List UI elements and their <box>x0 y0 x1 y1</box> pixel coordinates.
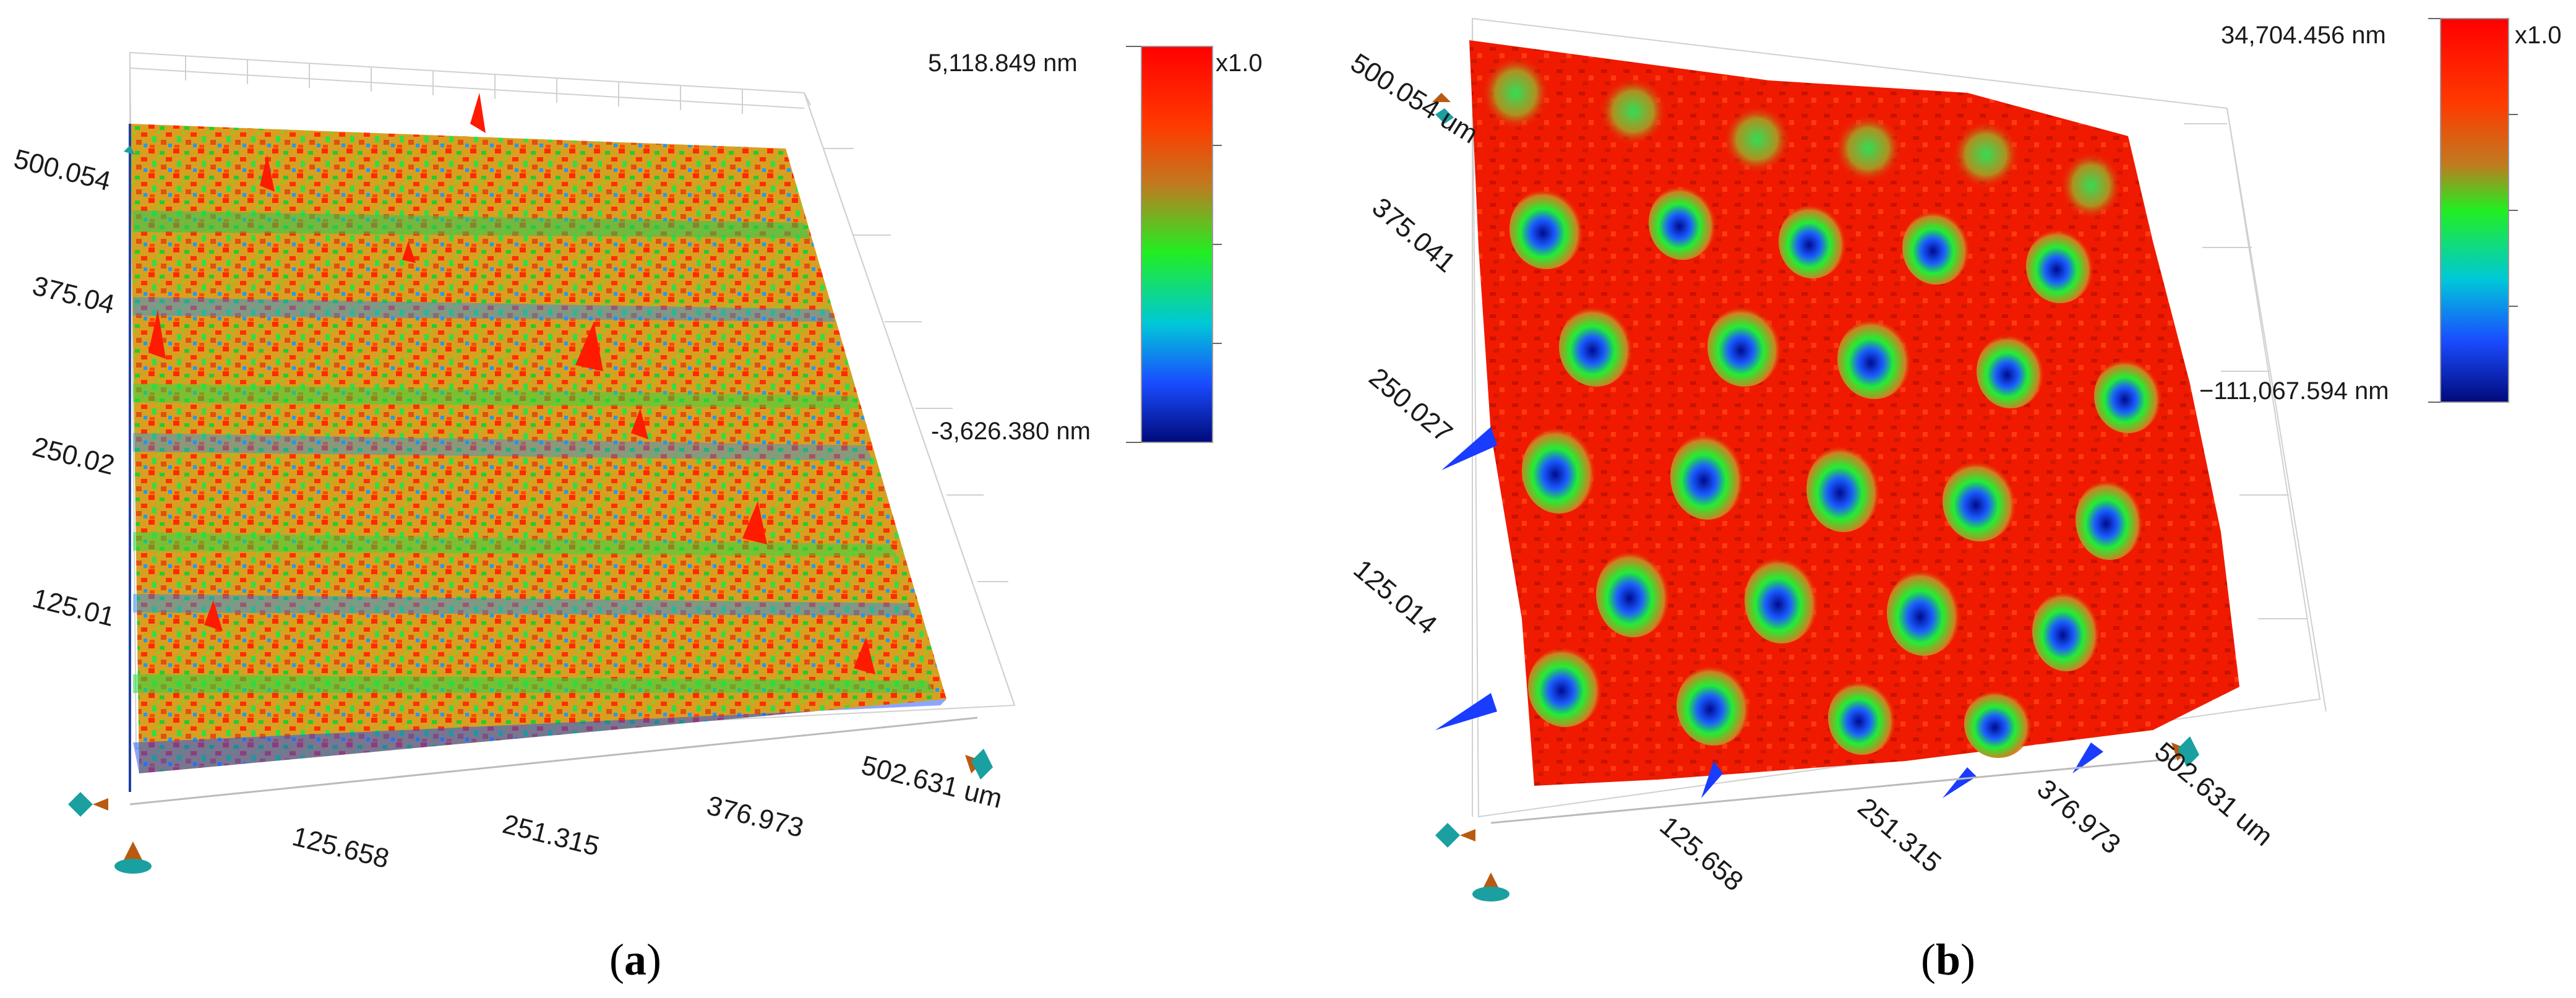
axis-arrow-icon <box>1460 829 1475 841</box>
panel-b-surface <box>1435 40 2239 798</box>
panel-b-colorbar: 34,704.456 nm −111,067.594 nm x1.0 <box>2199 18 2562 405</box>
panel-b-colorbar-scale: x1.0 <box>2515 22 2562 49</box>
panel-a-y-tick: 125.01 <box>30 583 118 632</box>
panel-b-surface-plot: 500.054 um 375.041 250.027 125.014 125.6… <box>1287 0 2576 998</box>
panel-a-caption: (a) <box>609 935 661 984</box>
panel-a-x-tick: 251.315 <box>500 809 603 862</box>
panel-b-caption: (b) <box>1921 935 1976 984</box>
panel-a-surface-plot: 500.054 375.04 250.02 125.01 125.658 251… <box>0 0 1274 998</box>
panel-a-svg: 500.054 375.04 250.02 125.01 125.658 251… <box>11 46 1263 874</box>
panel-b-axis-markers <box>1432 93 2199 901</box>
panel-a-y-tick: 375.04 <box>30 270 118 320</box>
panel-b-svg: 500.054 um 375.041 250.027 125.014 125.6… <box>1346 17 2562 901</box>
panel-a-y-tick: 250.02 <box>30 431 118 481</box>
panel-a-y-tick: 500.054 <box>11 144 114 197</box>
panel-b-y-tick: 250.027 <box>1363 362 1458 449</box>
panel-b-x-tick: 125.658 <box>1654 811 1749 897</box>
panel-b-x-tick: 502.631 um <box>2149 736 2279 852</box>
panel-a-axis-markers <box>68 124 993 874</box>
panel-a-colorbar: 5,118.849 nm -3,626.380 nm x1.0 <box>928 46 1263 445</box>
panel-b-y-tick: 500.054 um <box>1346 48 1483 150</box>
axis-arrow-icon <box>93 798 108 811</box>
rotate-handle-left-icon[interactable] <box>68 792 93 817</box>
panel-b-grid-box <box>1471 17 2327 818</box>
panel-a-colorbar-scale: x1.0 <box>1216 49 1263 77</box>
panel-b-y-tick: 375.041 <box>1367 192 1461 278</box>
panel-a-surface <box>130 93 947 773</box>
rotate-handle-top-icon[interactable] <box>1435 108 1454 124</box>
axis-arrow-up-icon <box>124 841 142 860</box>
panel-b-y-tick: 125.014 <box>1348 554 1443 640</box>
rotate-handle-bottom-icon[interactable] <box>114 859 152 874</box>
axis-arrow-up-icon <box>1482 872 1500 891</box>
axis-marker-top-icon <box>124 145 135 155</box>
panel-b-x-tick: 376.973 <box>2032 773 2126 860</box>
rotate-handle-right-icon[interactable] <box>971 749 993 780</box>
panel-a-colorbar-min: -3,626.380 nm <box>931 418 1091 445</box>
panel-a-x-tick: 376.973 <box>704 790 807 843</box>
rotate-handle-right-icon[interactable] <box>2178 736 2199 767</box>
rotate-handle-bottom-icon[interactable] <box>1472 887 1509 901</box>
panel-a-colorbar-max: 5,118.849 nm <box>928 49 1078 77</box>
panel-b-x-tick: 251.315 <box>1852 792 1947 879</box>
panel-a-x-tick: 125.658 <box>290 821 392 874</box>
axis-arrow-top-icon <box>1432 93 1451 102</box>
rotate-handle-left-icon[interactable] <box>1435 823 1460 848</box>
panel-b-colorbar-min: −111,067.594 nm <box>2199 377 2389 405</box>
panel-b-colorbar-max: 34,704.456 nm <box>2221 22 2386 49</box>
